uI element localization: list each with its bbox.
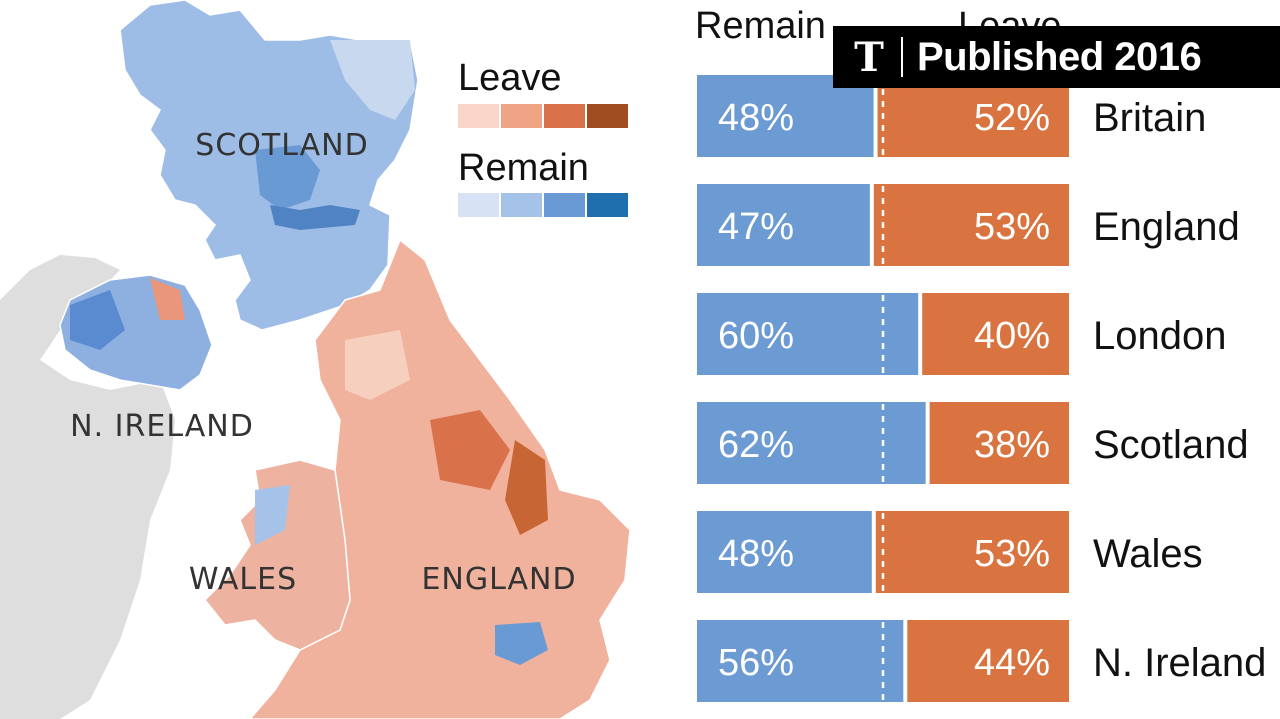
wales-region-shape [203,459,351,651]
remain-value-label: 62% [718,424,794,466]
published-label: Published 2016 [917,34,1202,79]
scotland-central-belt [270,205,360,230]
leave-value-label: 38% [974,424,1050,466]
uk-referendum-map: SCOTLAND N. IRELAND WALES ENGLAND Leave … [0,0,631,719]
remain-value-label: 47% [718,206,794,248]
leave-value-label: 52% [974,97,1050,139]
england-label: ENGLAND [421,562,576,597]
remain-bar [697,293,919,375]
england-darker-midlands [430,410,510,490]
remain-legend-swatch [587,193,628,217]
leave-bar [875,511,1069,593]
region-name-label: Britain [1093,96,1206,140]
leave-bar [929,402,1069,484]
column-header-remain: Remain [695,5,826,47]
leave-legend-swatch [544,104,585,128]
remain-value-label: 48% [718,97,794,139]
region-name-label: Wales [1093,532,1203,576]
bars-group: 48% 52% Britain 47% 53% England 60% 40% London 62… [697,75,1266,702]
wales-remain-area [255,485,290,545]
published-banner: T Published 2016 [833,26,1280,88]
legend-remain-swatches [458,193,628,217]
remain-bar [697,184,870,266]
remain-bar [697,511,872,593]
leave-value-label: 44% [974,642,1050,684]
england-light-northwest [345,330,410,400]
n-ireland-label: N. IRELAND [70,409,254,444]
remain-value-label: 48% [718,533,794,575]
results-bar-chart: Remain Leave 48%52%Britain47%53%England6… [695,5,1266,702]
banner-divider [901,37,903,77]
ireland-landmass [0,255,175,719]
leave-value-label: 53% [974,533,1050,575]
remain-bar [697,620,904,702]
newspaper-logo-icon: T [854,33,884,81]
leave-legend-swatch [458,104,499,128]
region-name-label: Scotland [1093,423,1249,467]
remain-value-label: 60% [718,315,794,357]
map-legend: Leave Remain [458,57,628,217]
region-name-label: London [1093,314,1226,358]
remain-bar [697,75,874,157]
leave-bar [873,184,1069,266]
n-ireland-remain-area [70,290,125,350]
leave-value-label: 53% [974,206,1050,248]
england-dark-east [505,440,548,535]
leave-bar [922,293,1069,375]
scotland-dark-area [255,145,320,210]
region-name-label: N. Ireland [1093,641,1266,685]
leave-legend-swatch [501,104,542,128]
scotland-label: SCOTLAND [195,128,368,163]
leave-bar [907,620,1069,702]
n-ireland-leave-area [150,278,185,320]
remain-value-label: 56% [718,642,794,684]
london-area [495,622,548,665]
remain-bar [697,402,926,484]
leave-value-label: 40% [974,315,1050,357]
legend-leave-title: Leave [458,57,562,99]
legend-leave-swatches [458,104,628,128]
leave-bar [877,75,1069,157]
scotland-light-area [330,40,415,120]
region-name-label: England [1093,205,1240,249]
leave-legend-swatch [587,104,628,128]
legend-remain-title: Remain [458,147,589,189]
remain-legend-swatch [458,193,499,217]
remain-legend-swatch [501,193,542,217]
map-panel: SCOTLAND N. IRELAND WALES ENGLAND Leave … [0,0,631,719]
remain-legend-swatch [544,193,585,217]
wales-label: WALES [189,562,297,597]
